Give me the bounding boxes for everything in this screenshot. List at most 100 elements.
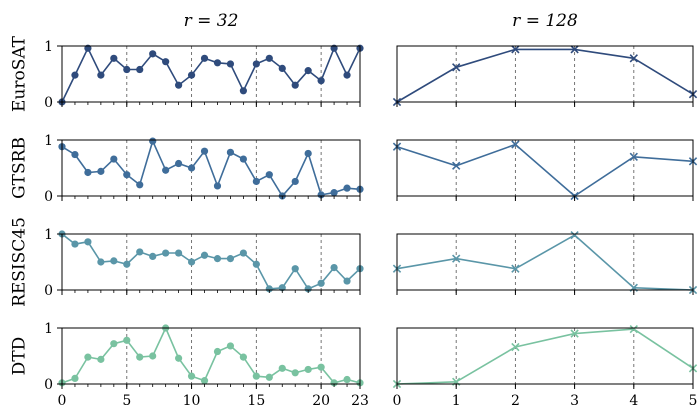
data-point xyxy=(149,252,157,260)
series-line-gtsrb xyxy=(61,138,361,198)
data-point xyxy=(629,324,638,334)
data-point xyxy=(97,355,105,363)
data-point xyxy=(330,189,338,197)
data-point xyxy=(162,58,170,66)
data-point xyxy=(213,255,222,263)
data-point xyxy=(213,182,222,190)
data-point xyxy=(136,353,144,361)
marker-stroke xyxy=(511,342,520,352)
data-point xyxy=(175,81,183,89)
data-point xyxy=(570,329,579,338)
data-point xyxy=(200,54,209,62)
data-point xyxy=(136,181,144,189)
data-point xyxy=(187,164,196,172)
data-point xyxy=(452,161,461,170)
data-point xyxy=(239,353,247,361)
data-point xyxy=(239,155,247,163)
data-point xyxy=(110,54,118,62)
x-tick-label: 4 xyxy=(629,393,638,409)
marker-stroke xyxy=(570,329,579,338)
axes-frame xyxy=(61,327,361,385)
x-tick-label: 5 xyxy=(122,393,131,409)
axes-frame xyxy=(396,139,694,197)
y-tick-label: 1 xyxy=(44,133,53,149)
data-point xyxy=(175,354,183,362)
data-point xyxy=(226,342,235,350)
y-tick-label: 1 xyxy=(44,39,53,55)
data-point xyxy=(84,168,92,177)
row-label-dtd: DTD xyxy=(10,337,30,376)
axes-frame xyxy=(396,233,694,291)
data-point xyxy=(252,60,260,68)
data-point xyxy=(110,340,118,348)
data-point xyxy=(110,257,118,265)
panel-resisc45-1: 0 1 RESISC45 xyxy=(10,217,364,307)
data-point xyxy=(123,65,131,74)
x-tick-label: 5 xyxy=(689,393,698,409)
x-tick-label: 15 xyxy=(247,393,265,409)
marker-stroke xyxy=(452,63,461,72)
marker-stroke xyxy=(629,54,638,63)
y-tick-label: 0 xyxy=(44,377,53,393)
data-point xyxy=(570,45,579,54)
data-point xyxy=(511,140,520,149)
data-point xyxy=(175,249,183,257)
data-point xyxy=(71,150,79,159)
data-point xyxy=(175,159,183,168)
y-tick-label: 0 xyxy=(44,189,53,205)
series-line-resisc45 xyxy=(396,234,694,291)
data-point xyxy=(317,191,325,199)
data-point xyxy=(291,177,299,186)
x-tick-label: 2 xyxy=(511,393,520,409)
data-point xyxy=(265,54,273,62)
row-label-resisc45: RESISC45 xyxy=(10,217,30,307)
panel-dtd-1: 0 1 DTD 0 5 10 15 20 23 xyxy=(10,321,369,409)
data-point xyxy=(97,167,105,175)
data-point xyxy=(330,379,338,387)
data-point xyxy=(304,67,312,75)
data-point xyxy=(511,342,520,352)
data-point xyxy=(200,147,209,155)
data-point xyxy=(213,59,222,67)
marker-stroke xyxy=(511,140,520,149)
data-point xyxy=(200,377,209,385)
data-point xyxy=(200,251,209,259)
y-tick-label: 0 xyxy=(44,95,53,111)
data-point xyxy=(213,347,222,356)
panel-eurosat-2 xyxy=(392,45,698,107)
axes-frame xyxy=(396,327,694,385)
data-point xyxy=(629,54,638,63)
marker-stroke xyxy=(452,161,461,170)
data-point xyxy=(149,352,157,360)
data-point xyxy=(452,63,461,72)
data-point xyxy=(149,137,157,145)
series-line-eurosat xyxy=(61,46,361,103)
data-point xyxy=(226,60,235,68)
data-point xyxy=(84,353,92,361)
data-point xyxy=(226,255,235,263)
chart-title-1: r = 32 xyxy=(184,11,239,31)
data-point xyxy=(239,249,247,257)
data-point xyxy=(226,148,235,156)
data-point xyxy=(570,230,579,240)
data-point xyxy=(149,50,157,58)
panel-gtsrb-1: 0 1 GTSRB xyxy=(10,133,364,205)
chart-title-2: r = 128 xyxy=(512,11,578,31)
data-point xyxy=(317,363,325,371)
data-point xyxy=(343,277,351,285)
panel-resisc45-2 xyxy=(392,230,698,295)
series-line-eurosat xyxy=(396,48,694,103)
y-tick-label: 1 xyxy=(44,227,53,243)
marker-stroke xyxy=(511,264,520,273)
marker-stroke xyxy=(629,324,638,334)
marker-stroke xyxy=(452,254,461,263)
data-point xyxy=(304,149,312,158)
data-point xyxy=(110,155,118,163)
data-point xyxy=(84,238,92,246)
data-point xyxy=(343,71,351,79)
panel-dtd-2: 0 1 2 3 4 5 xyxy=(393,324,698,409)
series-line-dtd xyxy=(61,326,361,384)
data-point xyxy=(291,369,299,377)
data-point xyxy=(71,240,79,248)
